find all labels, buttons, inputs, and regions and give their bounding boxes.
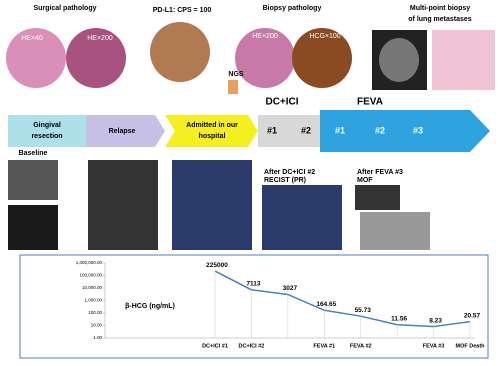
he200-image — [66, 28, 126, 88]
value-label: 164.65 — [316, 301, 336, 308]
stage-arrow — [165, 115, 258, 147]
line-series — [214, 270, 471, 328]
label: NGS — [228, 71, 244, 78]
y-axis-label: β-HCG (ng/mL) — [125, 303, 175, 310]
y-tick-label: 10,000.00 — [82, 285, 103, 290]
y-tick-label: 10.00 — [91, 323, 103, 328]
label: resection — [31, 133, 62, 140]
value-label: 55.73 — [355, 307, 372, 314]
label: #3 — [413, 125, 423, 135]
label: Surgical pathology — [33, 5, 96, 12]
label: PD-L1: CPS = 100 — [153, 7, 212, 14]
x-tick-label: FEVA #1 — [313, 343, 335, 349]
y-tick-label: 1,000,000.00 — [76, 260, 103, 265]
stage-arrow — [320, 110, 490, 152]
lung-biopsy-image — [432, 30, 495, 90]
label: FEVA — [357, 97, 383, 108]
label: Biopsy pathology — [263, 5, 322, 12]
stage-box — [258, 115, 320, 147]
biopsy-he-image — [235, 28, 295, 88]
hcg-image — [292, 28, 352, 88]
x-tick-label: FEVA #3 — [423, 343, 445, 349]
scan-image — [88, 160, 158, 250]
value-label: 7113 — [246, 281, 260, 288]
stage-arrow — [86, 115, 165, 147]
scan-image — [8, 205, 58, 250]
pdl1-image — [150, 22, 210, 82]
stage-box — [8, 115, 86, 147]
scan-image — [262, 185, 342, 250]
value-label: 8.23 — [429, 317, 442, 324]
label: of lung metastases — [408, 16, 472, 23]
ngs-tube — [228, 80, 238, 94]
scan-image — [172, 160, 252, 250]
value-label: 3027 — [283, 285, 298, 292]
ct-detail — [379, 38, 419, 82]
y-tick-label: 100,000.00 — [79, 273, 102, 278]
scan-image — [8, 160, 58, 200]
x-tick-label: DC+ICI #1 — [202, 343, 228, 349]
label: DC+ICI — [265, 97, 298, 108]
value-label: 225000 — [206, 262, 228, 269]
label: #2 — [301, 125, 311, 135]
he40-image — [6, 28, 66, 88]
scan-image — [360, 212, 430, 250]
y-tick-label: 100.00 — [88, 310, 102, 315]
label: #1 — [267, 125, 277, 135]
label: Baseline — [19, 150, 48, 157]
label: After DC+ICI #2 — [264, 169, 315, 176]
label: Admitted in our — [186, 122, 238, 129]
label: HE×200 — [252, 33, 278, 40]
label: #2 — [375, 125, 385, 135]
value-label: 20.57 — [464, 312, 481, 319]
label: HCG×100 — [309, 33, 340, 40]
x-tick-label: MOF Death — [455, 343, 485, 349]
x-tick-label: FEVA #2 — [350, 343, 372, 349]
label: Multi-point biopsy — [410, 5, 470, 12]
y-tick-label: 1.00 — [93, 335, 102, 340]
label: MOF — [357, 177, 373, 184]
value-label: 11.56 — [391, 315, 407, 322]
scan-image — [355, 185, 400, 210]
label: After FEVA #3 — [357, 169, 403, 176]
chart-frame — [19, 254, 489, 359]
label: HE×200 — [87, 35, 113, 42]
x-tick-label: DC+ICI #2 — [239, 343, 265, 349]
y-tick-label: 1,000.00 — [84, 298, 102, 303]
label: RECIST (PR) — [264, 177, 306, 184]
label: Relapse — [109, 128, 136, 135]
label: hospital — [199, 133, 226, 140]
label: #1 — [335, 125, 345, 135]
label: HE×40 — [21, 35, 43, 42]
label: Gingival — [33, 122, 61, 129]
